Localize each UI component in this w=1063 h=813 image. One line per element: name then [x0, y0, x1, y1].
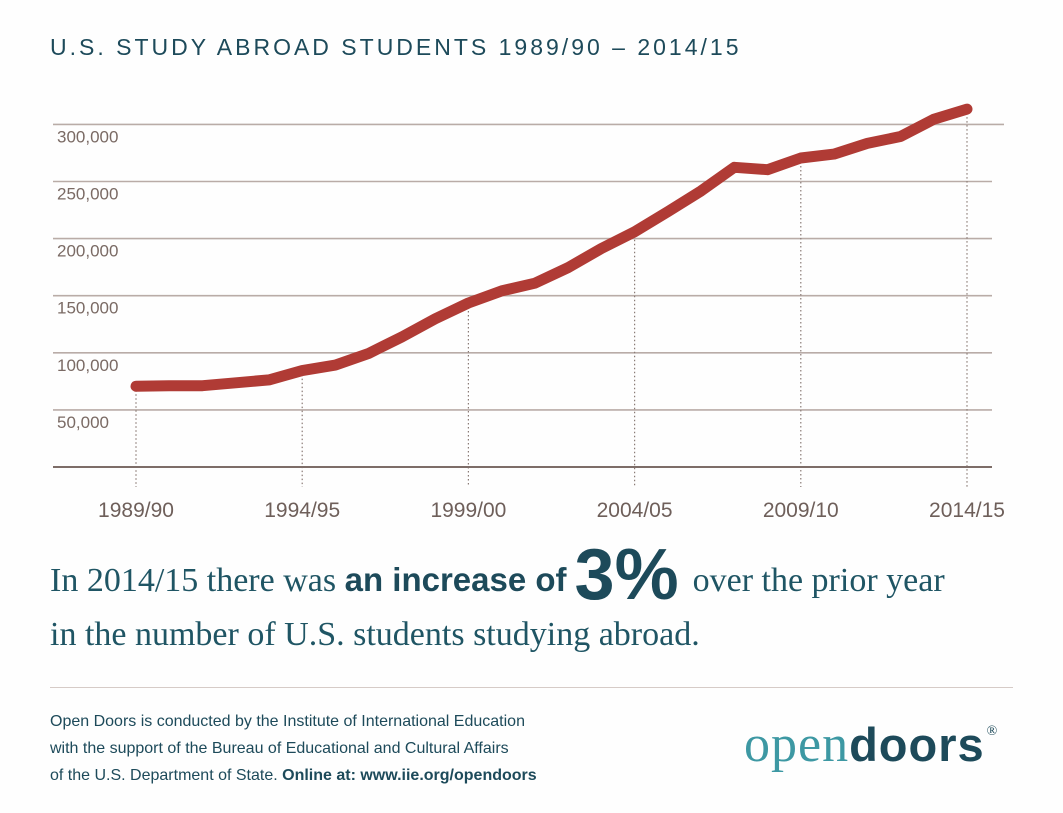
x-dotted-guides	[135, 109, 968, 487]
opendoors-logo: opendoors ®	[744, 715, 998, 774]
headline-part1: In 2014/15 there was	[50, 562, 337, 599]
footer-online-link[interactable]: Online at: www.iie.org/opendoors	[282, 767, 537, 784]
headline-part2: over the prior year	[692, 562, 945, 599]
y-tick-label: 100,000	[57, 356, 118, 375]
x-tick-label: 1999/00	[430, 499, 506, 522]
series-layer	[130, 103, 973, 392]
y-tick-label: 250,000	[57, 185, 118, 204]
x-tick-label: 2014/15	[929, 499, 1005, 522]
headline-line-1: In 2014/15 there was an increase of 3% ove…	[50, 539, 1040, 611]
line-chart: 300,000 250,000 200,000 150,000 100,000 50,00…	[53, 103, 1005, 522]
y-tick-labels: 300,000 250,000 200,000 150,000 100,000 50,00…	[57, 127, 118, 432]
x-tick-label: 1994/95	[264, 499, 340, 522]
registered-mark: ®	[986, 724, 999, 739]
footer-line-2: with the support of the Bureau of Educat…	[50, 740, 509, 757]
series-line	[130, 103, 973, 392]
footer-line-3-text: of the U.S. Department of State.	[50, 767, 278, 784]
grid-layer	[53, 123, 1004, 411]
y-tick-label: 150,000	[57, 299, 118, 318]
y-tick-label: 300,000	[57, 127, 118, 146]
divider	[50, 687, 1013, 688]
x-tick-label: 1989/90	[98, 499, 174, 522]
chart-title: U.S. STUDY ABROAD STUDENTS 1989/90 – 201…	[50, 34, 742, 60]
x-tick-label: 2004/05	[597, 499, 673, 522]
x-tick-labels: 1989/90 1994/95 1999/00 2004/05 2009/10 2014/…	[98, 499, 1005, 522]
footer-line-3: of the U.S. Department of State. Online …	[50, 762, 650, 789]
y-tick-label: 50,000	[57, 413, 109, 432]
headline: In 2014/15 there was an increase of 3% ove…	[50, 539, 1040, 662]
headline-line-2: in the number of U.S. students studying …	[50, 616, 700, 653]
headline-percentage: 3%	[574, 535, 679, 615]
footer-text: Open Doors is conducted by the Institute…	[50, 708, 650, 789]
logo-doors: doors	[849, 718, 985, 771]
footer-line-1: Open Doors is conducted by the Institute…	[50, 713, 525, 730]
headline-bold: an increase of	[344, 561, 567, 598]
x-tick-label: 2009/10	[763, 499, 839, 522]
y-tick-label: 200,000	[57, 242, 118, 261]
logo-open: open	[744, 716, 850, 773]
